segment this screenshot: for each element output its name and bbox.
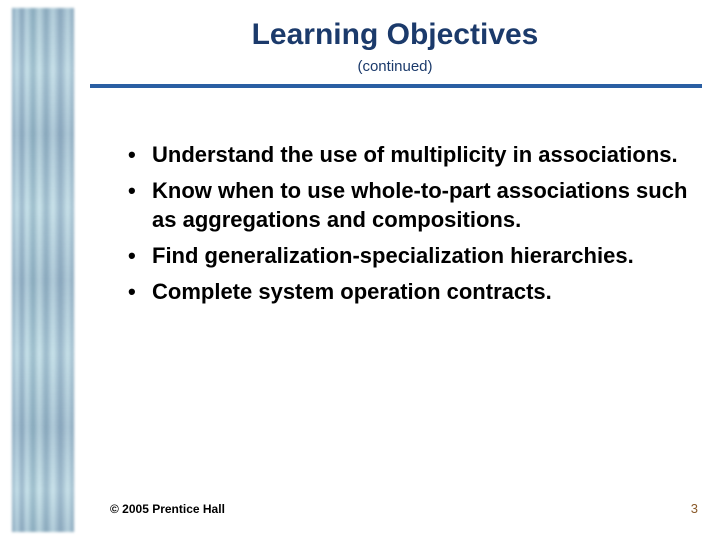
bullet-list-container: Understand the use of multiplicity in as… [128,140,692,312]
title-rule [90,84,702,88]
page-title: Learning Objectives [90,18,700,52]
page-number: 3 [691,501,698,516]
bullet-list: Understand the use of multiplicity in as… [128,140,692,306]
list-item: Understand the use of multiplicity in as… [128,140,692,170]
page-subtitle: (continued) [90,58,700,75]
copyright-text: © 2005 Prentice Hall [110,502,225,516]
list-item: Find generalization-specialization hiera… [128,241,692,271]
decorative-sidebar [12,8,74,532]
list-item: Complete system operation contracts. [128,277,692,307]
list-item: Know when to use whole-to-part associati… [128,176,692,235]
slide: Learning Objectives (continued) Understa… [0,0,720,540]
